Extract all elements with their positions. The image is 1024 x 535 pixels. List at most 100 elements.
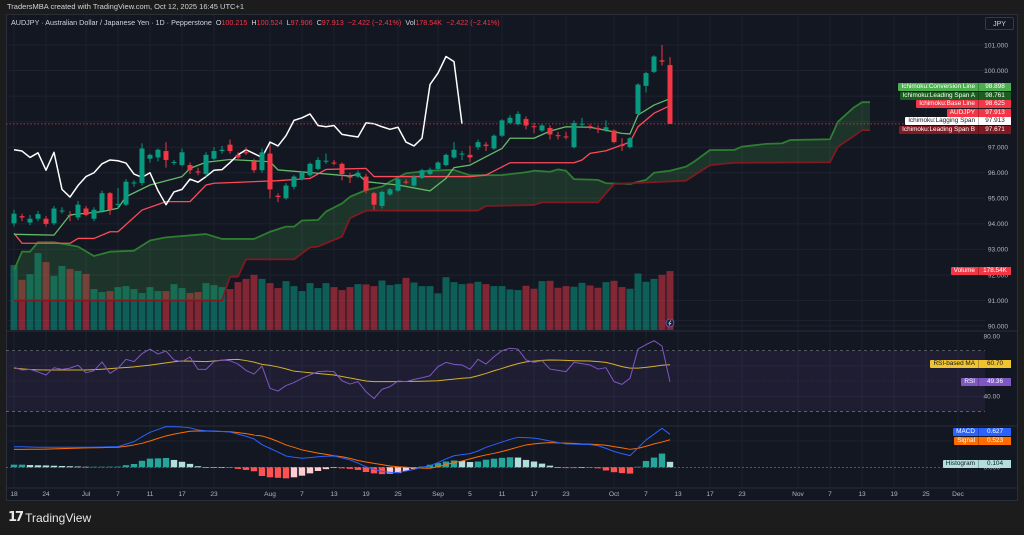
open-value: 100.215 xyxy=(221,18,248,27)
volume-bar xyxy=(362,284,370,330)
candle-body xyxy=(59,210,65,212)
volume-bars xyxy=(10,253,674,330)
macd-histogram-bar xyxy=(586,467,594,468)
candle xyxy=(35,211,41,222)
candle-body xyxy=(155,149,161,158)
volume-bar xyxy=(570,286,578,330)
macd-histogram-bar xyxy=(290,467,298,478)
price-label-ichimoku-base-line: Ichimoku:Base Line 98.625 xyxy=(916,100,1011,108)
volume-bar xyxy=(146,287,154,330)
price-tick-label: 95.000 xyxy=(988,196,1009,203)
candle-body xyxy=(91,209,97,219)
macd-histogram-bar xyxy=(162,457,170,468)
macd-histogram-bar xyxy=(66,466,74,468)
volume-bar xyxy=(114,287,122,330)
time-tick-label: Jul xyxy=(82,491,91,498)
candle xyxy=(539,124,545,132)
macd-histogram-bar xyxy=(114,466,122,468)
candle-body xyxy=(267,153,273,190)
candle-body xyxy=(179,152,185,166)
time-tick-label: Sep xyxy=(432,491,444,498)
macd-histogram-bar xyxy=(394,467,402,474)
macd-histogram-bar xyxy=(82,466,90,468)
candle-body xyxy=(195,171,201,173)
volume-bar xyxy=(306,283,314,330)
candle xyxy=(499,119,505,137)
volume-bar xyxy=(402,277,410,330)
volume-bar xyxy=(274,288,282,330)
candle xyxy=(627,136,633,149)
macd-histogram-bar xyxy=(50,465,58,468)
open-label: O xyxy=(215,18,222,27)
volume-bar xyxy=(650,278,658,330)
macd-histogram-bar xyxy=(122,465,130,468)
volume-bar xyxy=(466,283,474,330)
candle-body xyxy=(387,189,393,195)
symbol-description[interactable]: AUDJPY · Australian Dollar / Japanese Ye… xyxy=(11,18,212,27)
candle-body xyxy=(275,195,281,198)
macd-histogram-bar xyxy=(266,467,274,478)
candle-body xyxy=(211,151,217,159)
candle xyxy=(395,177,401,192)
high-label: H xyxy=(251,18,257,27)
candle xyxy=(171,159,177,166)
candle xyxy=(195,167,201,176)
macd-histogram-bar xyxy=(322,467,330,470)
currency-button[interactable]: JPY xyxy=(985,17,1014,30)
volume-bar xyxy=(186,293,194,330)
volume-value: 178.54K xyxy=(415,18,443,27)
macd-label-1-name: Signal xyxy=(954,436,978,445)
candle-body xyxy=(307,163,313,176)
price-label-ichimoku-leading-span-b: Ichimoku:Leading Span B 97.671 xyxy=(899,125,1011,134)
macd-histogram-bar xyxy=(250,467,258,472)
candle-body xyxy=(251,161,257,171)
candle xyxy=(451,142,457,159)
candle xyxy=(571,120,577,149)
volume-bar xyxy=(522,285,530,330)
macd-histogram-bar xyxy=(10,464,18,468)
candle-body xyxy=(507,117,513,123)
price-label-ichimoku-base-line-value: 98.625 xyxy=(978,100,1011,108)
time-tick-label: 11 xyxy=(499,491,506,498)
candle xyxy=(635,83,641,116)
volume-bar xyxy=(442,277,450,330)
macd-histogram-bar xyxy=(570,467,578,469)
price-label-audjpy: AUDJPY 97.913 xyxy=(946,108,1011,117)
candle xyxy=(83,205,89,217)
price-tick-label: 93.000 xyxy=(988,247,1009,254)
candle-body xyxy=(619,144,625,146)
tradingview-logo[interactable]: 17 TradingView xyxy=(8,510,91,525)
volume-bar xyxy=(498,286,506,330)
candle xyxy=(427,167,433,176)
candle xyxy=(363,174,369,194)
macd-histogram-bar xyxy=(282,467,290,479)
macd-histogram-bar xyxy=(202,467,210,468)
macd-histogram-bar xyxy=(234,467,242,469)
volume-bar xyxy=(170,284,178,330)
macd-histogram-bar xyxy=(530,461,538,468)
candle xyxy=(611,129,617,144)
candle xyxy=(563,131,569,140)
candle xyxy=(371,191,377,210)
candle xyxy=(19,213,25,222)
volume-bar xyxy=(490,286,498,330)
macd-histogram-bar xyxy=(130,463,138,468)
time-tick-label: 13 xyxy=(674,491,682,498)
price-tick-label: 101.000 xyxy=(984,42,1008,49)
time-tick-label: 5 xyxy=(468,491,472,498)
rsi-label-0-name: RSI-based MA xyxy=(930,360,978,368)
time-tick-label: 25 xyxy=(394,491,402,498)
volume-bar xyxy=(290,286,298,330)
candle xyxy=(443,153,449,167)
volume-bar xyxy=(10,264,18,330)
volume-bar xyxy=(474,281,482,330)
time-tick-label: 25 xyxy=(922,491,930,498)
macd-label-2-name: Histogram xyxy=(942,460,978,468)
volume-bar xyxy=(266,283,274,330)
macd-histogram-bar xyxy=(298,467,306,476)
candles xyxy=(11,45,673,227)
macd-label-0-name: MACD xyxy=(953,428,978,436)
candle-body xyxy=(35,214,41,219)
macd-histogram-bar xyxy=(594,467,602,469)
